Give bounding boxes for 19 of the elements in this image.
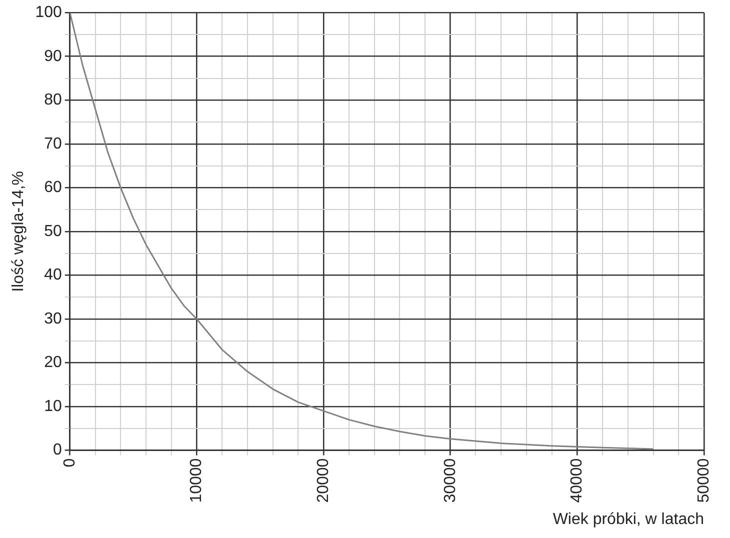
- x-tick-label: 10000: [188, 458, 206, 503]
- y-tick-label: 20: [44, 354, 62, 372]
- x-axis-title: Wiek próbki, w latach: [552, 510, 704, 528]
- y-tick-label: 30: [44, 310, 62, 328]
- y-tick-label: 0: [52, 442, 62, 459]
- x-tick-label: 50000: [695, 458, 712, 503]
- y-tick-label: 50: [44, 222, 62, 240]
- y-tick-label: 60: [44, 179, 62, 196]
- y-tick-label: 40: [44, 266, 62, 284]
- x-tick-label: 20000: [314, 458, 332, 503]
- x-tick-label: 40000: [568, 458, 586, 503]
- y-tick-label: 70: [44, 135, 62, 152]
- y-tick-label: 10: [44, 398, 62, 415]
- x-tick-label: 30000: [442, 458, 459, 503]
- y-axis-title: Ilość węgla-14,%: [10, 170, 28, 292]
- x-tick-label: 0: [61, 458, 78, 468]
- y-tick-label: 90: [44, 48, 62, 65]
- y-tick-label: 100: [35, 4, 62, 22]
- y-tick-label: 80: [44, 92, 62, 109]
